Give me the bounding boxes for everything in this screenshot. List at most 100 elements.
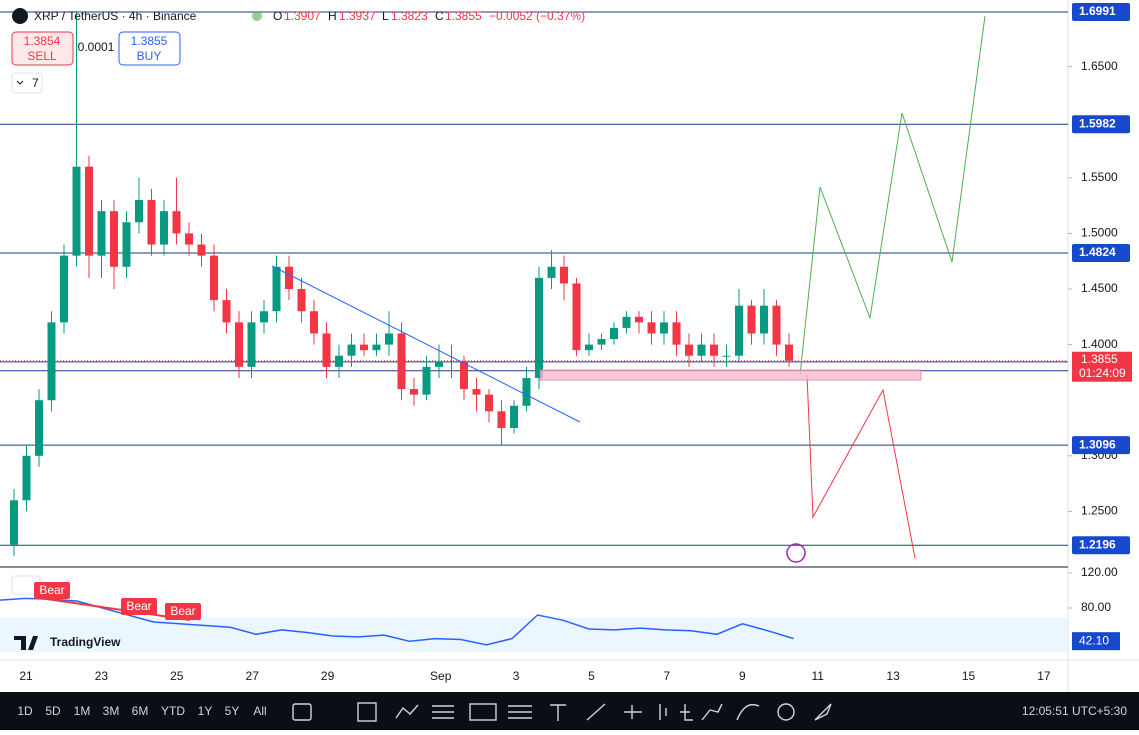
range-button[interactable]: 5Y [225,704,240,718]
x-tick-label: 23 [95,669,109,683]
tool-icon[interactable] [395,704,419,719]
level-label-bg [1072,536,1130,555]
y-tick-label: 1.4500 [1081,281,1118,295]
trendline [271,265,581,423]
tool-icon[interactable] [357,702,377,722]
candle-body [660,322,668,334]
range-button[interactable]: YTD [161,704,185,718]
candle-body [110,211,118,267]
candle-body [685,344,693,356]
indicator-toggle[interactable] [11,72,43,94]
candle-body [772,305,781,345]
h-label: H [328,9,337,23]
candle-body [222,300,231,323]
candle-body [322,333,331,367]
rsi-current-label: 42.10 [1079,633,1109,647]
level-label-bg [1072,243,1130,262]
chevron [16,80,24,85]
rsi-tick-label: 120.00 [1081,565,1118,579]
tool-icon[interactable] [814,703,832,721]
range-button[interactable]: 1Y [198,704,213,718]
tool-icon[interactable] [432,705,454,719]
tool-icon[interactable] [469,703,497,721]
candle-body [247,322,256,367]
candle-body [372,344,381,351]
range-button[interactable]: All [253,704,266,718]
range-button[interactable]: 5D [45,704,61,718]
candle-body [147,200,156,245]
candle-body [335,355,343,367]
x-tick-label: Sep [430,669,452,683]
indicator-count: 7 [32,76,39,90]
current-price-bg [1072,351,1132,382]
l-label: L [382,9,389,23]
drawing-tools [292,702,832,722]
c-value: 1.3855 [445,9,482,23]
range-button[interactable]: 6M [132,704,149,718]
x-tick-label: 3 [513,669,520,683]
bull-projection [799,15,986,376]
x-tick-label: 13 [886,669,900,683]
candle-body [635,316,643,323]
x-tick-label: 7 [664,669,671,683]
y-tick-label: 1.4000 [1081,337,1118,351]
candle-body [647,322,656,334]
candle-body [485,394,493,412]
o-value: 1.3907 [284,9,321,23]
signal-label: Bear [39,583,64,597]
symbol[interactable]: XRP / TetherUS · 4h · Binance [34,9,197,23]
candle-body [572,283,581,351]
tool-icon[interactable] [701,703,723,721]
tool-icon[interactable] [777,703,795,721]
candle-body [47,322,56,401]
candle-body [385,333,393,345]
tool-icon[interactable] [550,704,566,721]
level-label-bg [1072,3,1130,22]
countdown: 01:24:09 [1079,366,1126,380]
tool-icon[interactable] [586,703,606,721]
candle-body [760,305,768,334]
tool-icon[interactable] [736,703,760,721]
candle-body [347,344,356,356]
candle-body [60,255,68,323]
candle-body [185,233,193,245]
x-tick-label: 25 [170,669,184,683]
candle-body [197,244,206,256]
level-label-bg [1072,115,1130,134]
candle-body [172,211,181,234]
candle-body [560,266,568,284]
event-icon[interactable] [786,543,806,563]
range-button[interactable]: 3M [103,704,120,718]
tool-icon[interactable] [659,704,667,720]
candle-body [722,355,731,357]
sell-button[interactable] [11,31,74,66]
tool-icon[interactable] [292,703,312,721]
h-value: 1.3937 [339,9,376,23]
range-button[interactable]: 1M [74,704,91,718]
clock: 12:05:51 UTC+5:30 [1022,704,1127,718]
tool-icon[interactable] [508,705,532,719]
candle-body [710,344,718,356]
range-button[interactable]: 1D [17,704,33,718]
candle-body [522,377,531,406]
level-label: 1.5982 [1079,116,1116,130]
candle-body [447,361,456,363]
rsi-current-bg [1072,632,1120,651]
candle-body [22,455,31,501]
candle-body [72,166,81,256]
candle-body [297,289,306,312]
status-dot [252,11,262,21]
signal-label: Bear [126,599,151,613]
candle-body [235,322,243,367]
signal-bg [165,603,201,620]
tool-icon[interactable] [624,705,642,719]
tool-icon[interactable] [680,704,693,721]
candle-body [260,311,268,323]
demand-zone [539,369,922,381]
buy-button[interactable] [118,31,181,66]
x-tick-label: 17 [1037,669,1051,683]
level-label: 1.4824 [1079,245,1116,259]
symbol-icon [12,8,28,24]
level-label-bg [1072,436,1130,455]
